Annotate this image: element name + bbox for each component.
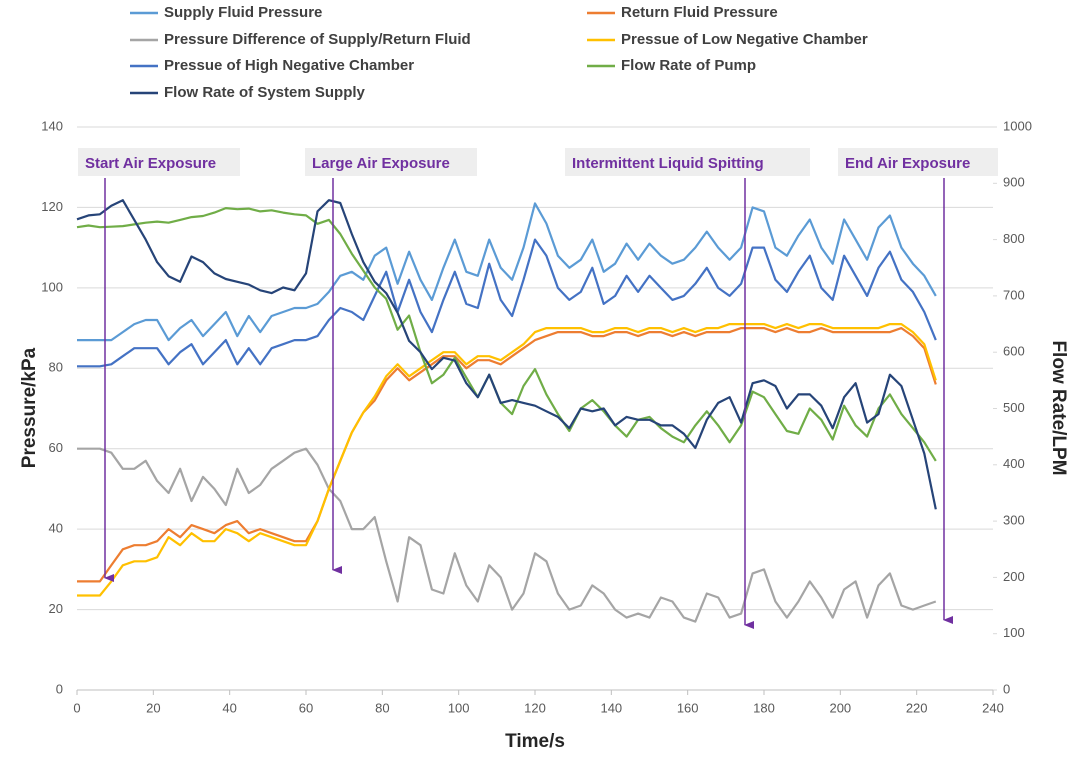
- series-line: [76, 207, 937, 462]
- x-tick-label: 140: [600, 700, 622, 715]
- x-axis-label: Time/s: [505, 731, 565, 752]
- x-tick-label: 100: [448, 700, 470, 715]
- y2-tick-label: 500: [1003, 400, 1025, 415]
- y-tick-label: 140: [41, 118, 63, 133]
- x-tick-label: 60: [299, 700, 313, 715]
- annotation-text: Start Air Exposure: [85, 155, 216, 172]
- annotation-box: [78, 148, 240, 176]
- legend-label: Flow Rate of Pump: [621, 57, 756, 74]
- legend-label: Return Fluid Pressure: [621, 4, 778, 21]
- y2-tick-label: 800: [1003, 231, 1025, 246]
- y2-tick-label: 700: [1003, 287, 1025, 302]
- x-tick-label: 0: [73, 700, 80, 715]
- y2-tick-label: 100: [1003, 625, 1025, 640]
- x-tick-label: 20: [146, 700, 160, 715]
- y-tick-label: 60: [49, 440, 63, 455]
- y2-tick-label: 400: [1003, 456, 1025, 471]
- x-tick-label: 220: [906, 700, 928, 715]
- series-line: [76, 199, 937, 510]
- y2-tick-label: 600: [1003, 344, 1025, 359]
- series-line: [77, 202, 937, 342]
- annotation-text: Intermittent Liquid Spitting: [572, 155, 764, 172]
- legend-label: Supply Fluid Pressure: [164, 4, 322, 21]
- y2-tick-label: 0: [1003, 681, 1010, 696]
- y2-tick-label: 300: [1003, 513, 1025, 528]
- y-tick-label: 40: [49, 521, 63, 536]
- y-tick-label: 20: [49, 601, 63, 616]
- y-tick-label: 80: [49, 360, 63, 375]
- series-line: [77, 447, 937, 623]
- series-line: [77, 327, 937, 583]
- annotation-box: [305, 148, 477, 176]
- x-tick-label: 180: [753, 700, 775, 715]
- annotation-text: Large Air Exposure: [312, 155, 450, 172]
- legend-label: Pressue of Low Negative Chamber: [621, 31, 868, 48]
- x-tick-label: 200: [829, 700, 851, 715]
- x-tick-label: 160: [677, 700, 699, 715]
- x-tick-label: 80: [375, 700, 389, 715]
- annotation-box: [565, 148, 810, 176]
- annotation-box: [838, 148, 998, 176]
- y2-tick-label: 900: [1003, 175, 1025, 190]
- series-line: [77, 323, 937, 597]
- x-tick-label: 240: [982, 700, 1004, 715]
- legend-label: Pressue of High Negative Chamber: [164, 57, 414, 74]
- y2-axis-label: Flow Rate/LPM: [1048, 340, 1069, 475]
- y-tick-label: 100: [41, 279, 63, 294]
- x-tick-label: 120: [524, 700, 546, 715]
- series-line: [77, 238, 937, 368]
- legend-label: Flow Rate of System Supply: [164, 84, 366, 101]
- y2-tick-label: 200: [1003, 569, 1025, 584]
- y-tick-label: 120: [41, 199, 63, 214]
- x-tick-label: 40: [222, 700, 236, 715]
- annotation-text: End Air Exposure: [845, 155, 970, 172]
- y-axis-label: Pressure/kPa: [19, 347, 40, 468]
- y2-tick-label: 1000: [1003, 118, 1032, 133]
- legend-label: Pressure Difference of Supply/Return Flu…: [164, 31, 471, 48]
- y-tick-label: 0: [56, 681, 63, 696]
